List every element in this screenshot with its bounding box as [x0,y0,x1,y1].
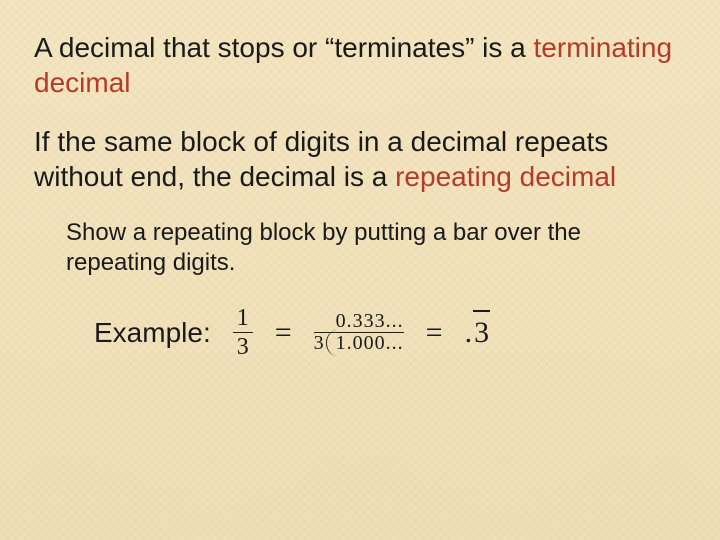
long-division-quotient: 0.333... [314,311,404,333]
definition-terminating: A decimal that stops or “terminates” is … [34,30,686,100]
repeating-dot: . [465,316,473,350]
definition-repeating: If the same block of digits in a decimal… [34,124,686,194]
repeating-term: repeating decimal [395,161,616,192]
long-division-dividend: 1.000... [336,332,404,354]
fraction-one-third: 1 3 [233,306,253,359]
terminating-pre: A decimal that stops or “terminates” is … [34,32,534,63]
repeating-decimal: .3 [465,316,490,350]
equals-2: = [426,316,443,350]
long-division-bracket-icon [326,330,339,356]
example-label: Example: [94,317,211,349]
fraction-denominator: 3 [233,332,253,359]
equals-1: = [275,316,292,350]
bar-instruction: Show a repeating block by putting a bar … [66,218,686,278]
fraction-numerator: 1 [233,306,253,332]
example-row: Example: 1 3 = 0.333... 3 1.000... = .3 [94,306,686,359]
repeating-digit: 3 [474,316,489,350]
long-division: 0.333... 3 1.000... [314,311,404,354]
